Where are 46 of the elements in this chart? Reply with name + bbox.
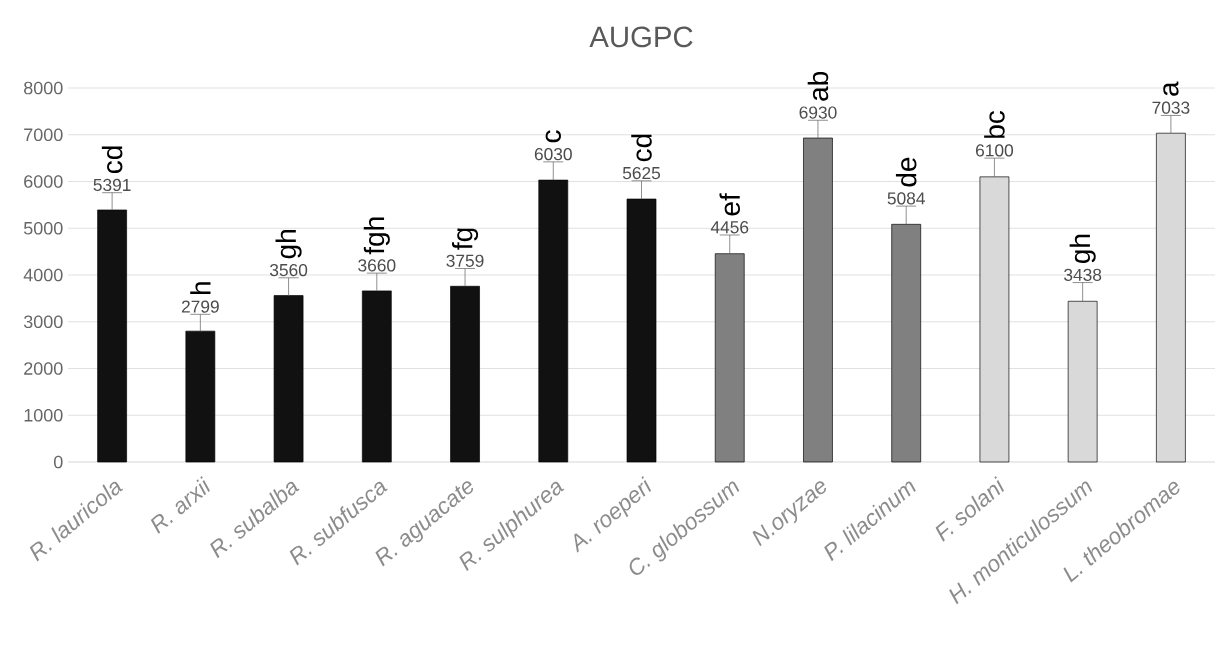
- annotation: c: [545, 130, 561, 143]
- bar: [538, 179, 569, 463]
- y-tick-label: 3000: [23, 315, 63, 329]
- data-label: 4456: [710, 221, 749, 234]
- y-tick-label: 5000: [23, 221, 63, 235]
- y-tick-label: 2000: [24, 362, 63, 375]
- annotation: gh: [275, 230, 302, 259]
- data-label: 6030: [534, 147, 572, 161]
- bar: [273, 295, 304, 463]
- data-label: 5625: [622, 166, 661, 180]
- y-tick-label: 1000: [24, 408, 63, 422]
- bar: [97, 209, 127, 463]
- annotation: fg: [452, 228, 479, 250]
- data-label: 6100: [976, 144, 1014, 157]
- bar: [803, 137, 833, 463]
- annotation: cd: [101, 146, 123, 174]
- annotation: cd: [631, 134, 652, 162]
- data-label: 7033: [1152, 101, 1190, 114]
- chart-title: AUGPC: [589, 26, 693, 48]
- bar: [361, 290, 392, 463]
- bar: [626, 198, 657, 463]
- annotation: h: [190, 282, 211, 294]
- y-tick-label: 4000: [23, 268, 63, 282]
- y-tick-label: 8000: [24, 81, 63, 95]
- data-label: 5391: [93, 178, 131, 192]
- bar: [450, 285, 480, 463]
- data-label: 3759: [446, 254, 484, 267]
- data-label: 3438: [1064, 268, 1102, 281]
- data-label: 6930: [799, 106, 837, 119]
- data-label: 2799: [181, 300, 219, 313]
- annotation: ab: [807, 71, 829, 101]
- annotation: a: [1163, 81, 1179, 96]
- data-label: 3560: [269, 263, 308, 277]
- bar: [185, 330, 216, 463]
- annotation: de: [895, 157, 917, 187]
- y-tick-label: 7000: [24, 128, 63, 142]
- annotation: bc: [984, 110, 1005, 138]
- y-tick-label: 0: [53, 455, 63, 469]
- bar: [891, 223, 922, 463]
- data-label: 5084: [887, 192, 925, 205]
- bar: [714, 253, 745, 463]
- annotation: ef: [719, 193, 740, 216]
- data-label: 3660: [358, 259, 396, 272]
- annotation: gh: [1069, 234, 1096, 263]
- y-tick-label: 6000: [24, 175, 63, 188]
- annotation: fgh: [363, 217, 390, 255]
